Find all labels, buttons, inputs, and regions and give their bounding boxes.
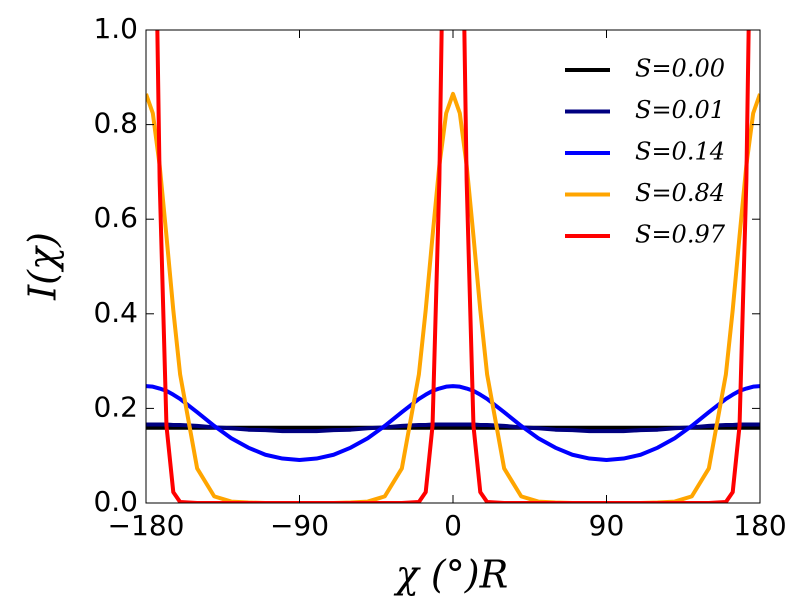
line-series xyxy=(146,384,760,462)
y-tick-label: 1.0 xyxy=(93,12,138,45)
x-axis-label: χ (°)R xyxy=(393,553,508,597)
x-tick-label: 90 xyxy=(589,509,625,542)
y-axis-label: I(χ) xyxy=(21,232,65,301)
y-tick-label: 0.0 xyxy=(93,485,138,518)
x-tick-label: −90 xyxy=(270,509,329,542)
legend-label: S=0.97 xyxy=(635,221,726,249)
x-tick-label: 180 xyxy=(733,509,786,542)
y-tick-label: 0.6 xyxy=(93,201,138,234)
legend-label: S=0.14 xyxy=(635,138,725,166)
line-series xyxy=(146,422,760,434)
y-tick-label: 0.4 xyxy=(93,296,138,329)
legend-label: S=0.01 xyxy=(635,96,725,124)
y-tick-label: 0.8 xyxy=(93,107,138,140)
x-tick-label: 0 xyxy=(444,509,462,542)
plot-area xyxy=(146,30,760,503)
y-tick-label: 0.2 xyxy=(93,390,138,423)
legend-label: S=0.00 xyxy=(635,55,725,83)
x-tick-label: −180 xyxy=(108,509,185,542)
legend-label: S=0.84 xyxy=(635,179,725,207)
